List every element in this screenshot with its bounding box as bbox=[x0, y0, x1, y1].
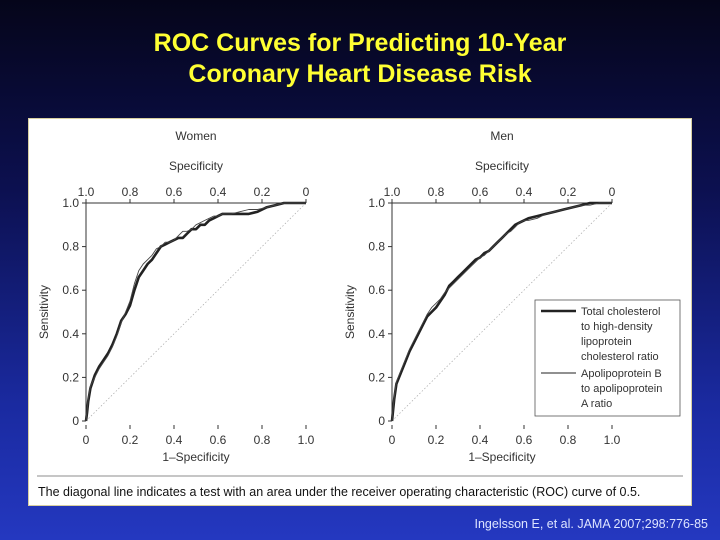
y-axis-label: Sensitivity bbox=[343, 285, 357, 339]
x2-tick-label: 0 bbox=[609, 185, 616, 199]
x-tick-label: 0.4 bbox=[166, 433, 183, 447]
x-tick-label: 0.4 bbox=[472, 433, 489, 447]
citation: Ingelsson E, et al. JAMA 2007;298:776-85 bbox=[474, 517, 709, 531]
top-axis-label: Specificity bbox=[169, 159, 223, 173]
x-tick-label: 1.0 bbox=[604, 433, 621, 447]
chart-women: Women Specificity 0 1.0 0 0.2 0.8 0.2 0.4 0.6 0.4 0… bbox=[37, 129, 315, 464]
x2-tick-label: 0.4 bbox=[516, 185, 533, 199]
y-tick-label: 0.6 bbox=[368, 283, 385, 297]
x2-tick-label: 0.6 bbox=[472, 185, 489, 199]
legend-box bbox=[534, 299, 681, 417]
chart-title: Women bbox=[175, 129, 216, 143]
series-line-apob-apoa bbox=[391, 202, 612, 422]
y-tick-label: 0.2 bbox=[368, 370, 385, 384]
y-tick-label: 1.0 bbox=[368, 196, 385, 210]
y-tick-label: 0 bbox=[378, 414, 385, 428]
figure-caption: The diagonal line indicates a test with … bbox=[38, 485, 641, 499]
legend-label: Total cholesterol to high-density lipoprot… bbox=[581, 306, 661, 363]
x-axis-label: 1–Specificity bbox=[162, 450, 229, 464]
diagonal-reference-line bbox=[391, 202, 613, 422]
top-axis-label: Specificity bbox=[475, 159, 529, 173]
x-tick-label: 0 bbox=[83, 433, 90, 447]
chart-title: Men bbox=[490, 129, 513, 143]
y-tick-label: 0.8 bbox=[368, 240, 385, 254]
slide-title-line1: ROC Curves for Predicting 10-Year bbox=[153, 29, 567, 57]
x-tick-label: 0 bbox=[389, 433, 396, 447]
x2-tick-label: 0.2 bbox=[254, 185, 271, 199]
y-tick-label: 1.0 bbox=[62, 196, 79, 210]
x-tick-label: 0.8 bbox=[254, 433, 271, 447]
x-axis-label: 1–Specificity bbox=[468, 450, 535, 464]
legend: Total cholesterol to high-density lipoprot… bbox=[534, 299, 681, 417]
x2-tick-label: 0.8 bbox=[122, 185, 139, 199]
x-tick-label: 0.8 bbox=[560, 433, 577, 447]
y-tick-label: 0.2 bbox=[62, 370, 79, 384]
x2-tick-label: 0.2 bbox=[560, 185, 577, 199]
y-tick-label: 0.8 bbox=[62, 240, 79, 254]
y-axis-label: Sensitivity bbox=[37, 285, 51, 339]
x-tick-label: 0.2 bbox=[122, 433, 139, 447]
x2-tick-label: 0.4 bbox=[210, 185, 227, 199]
y-tick-label: 0.4 bbox=[368, 327, 385, 341]
chart-men: Men Specificity 0 1.0 0 0.2 0.8 0.2 0.4 0.6 0.4 0.6… bbox=[343, 129, 681, 464]
x2-tick-label: 0 bbox=[303, 185, 310, 199]
y-tick-label: 0.6 bbox=[62, 283, 79, 297]
series-line-apob-apoa bbox=[85, 202, 306, 422]
slide-title-line2: Coronary Heart Disease Risk bbox=[188, 60, 532, 88]
x2-tick-label: 0.6 bbox=[166, 185, 183, 199]
x2-tick-label: 0.8 bbox=[428, 185, 445, 199]
diagonal-reference-line bbox=[85, 202, 307, 422]
x-tick-label: 0.6 bbox=[516, 433, 533, 447]
x-tick-label: 1.0 bbox=[298, 433, 315, 447]
figure-panel: Women Specificity 0 1.0 0 0.2 0.8 0.2 0.4 0.6 0.4 0… bbox=[28, 118, 692, 506]
x2-tick-label: 1.0 bbox=[384, 185, 401, 199]
x-tick-label: 0.6 bbox=[210, 433, 227, 447]
y-tick-label: 0.4 bbox=[62, 327, 79, 341]
x2-tick-label: 1.0 bbox=[78, 185, 95, 199]
slide-title: ROC Curves for Predicting 10-Year Corona… bbox=[0, 28, 720, 90]
y-tick-label: 0 bbox=[72, 414, 79, 428]
x-tick-label: 0.2 bbox=[428, 433, 445, 447]
roc-figure: Women Specificity 0 1.0 0 0.2 0.8 0.2 0.4 0.6 0.4 0… bbox=[37, 129, 683, 477]
